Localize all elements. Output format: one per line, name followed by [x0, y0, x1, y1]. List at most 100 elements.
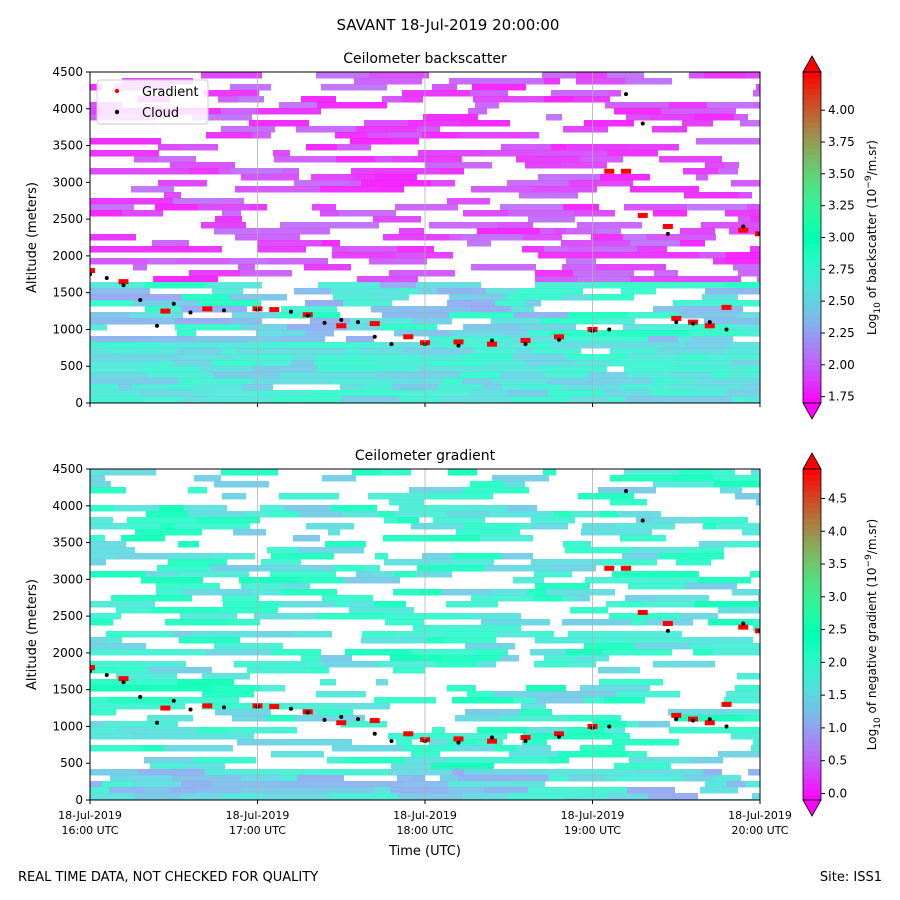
colorbar-tick-label: 2.00 [828, 358, 855, 372]
cloud-point [356, 717, 360, 722]
colorbar-tick-label: 2.5 [828, 623, 847, 637]
legend-marker [114, 109, 120, 115]
x-tick-label-date: 18-Jul-2019 [728, 809, 792, 822]
cloud-point [691, 321, 695, 326]
gradient-point [554, 731, 564, 737]
gradient-point [118, 279, 129, 285]
gradient-point [520, 337, 531, 343]
gradient-point [554, 334, 564, 340]
colorbar-tick-label: 3.50 [828, 167, 855, 181]
cloud-point [339, 317, 344, 322]
cloud-point [490, 338, 494, 343]
y-tick-label: 1500 [52, 683, 83, 697]
cloud-point [222, 308, 226, 313]
colorbar-tick-label: 4.5 [828, 491, 847, 505]
cloud-point [640, 518, 645, 523]
gradient-point [755, 231, 760, 237]
cloud-point [289, 706, 293, 711]
gradient-point [671, 712, 682, 718]
colorbar-tick-label: 4.0 [828, 524, 847, 538]
gradient-point [487, 738, 497, 744]
cloud-point [305, 710, 310, 715]
cloud-point [665, 628, 670, 633]
cloud-point [188, 310, 193, 315]
cloud-point [155, 323, 159, 328]
colorbar-tick-label: 1.0 [828, 721, 847, 735]
y-tick-label: 4500 [52, 65, 83, 79]
y-tick-label: 4000 [52, 499, 83, 513]
y-tick-label: 2500 [52, 212, 83, 226]
x-tick-label-time: 19:00 UTC [564, 824, 621, 837]
gradient-point [118, 676, 129, 682]
colorbar-extend-bottom [802, 402, 822, 420]
cloud-point [138, 695, 143, 700]
x-axis-label: Time (UTC) [388, 844, 461, 859]
x-tick-label-date: 18-Jul-2019 [561, 809, 625, 822]
colorbar-extend-bottom [802, 799, 822, 817]
cloud-point [372, 334, 377, 339]
colorbar: 1.75 2.00 2.25 2.50 2.75 3.00 3.25 3.50 3.75 4.00… [802, 55, 883, 420]
figure-title: SAVANT 18-Jul-2019 20:00:00 [337, 16, 560, 34]
y-tick-label: 1000 [52, 322, 83, 336]
gradient-point [453, 736, 464, 742]
x-tick-label-time: 16:00 UTC [61, 824, 118, 837]
x-tick-label-date: 18-Jul-2019 [58, 809, 122, 822]
y-tick-label: 3500 [52, 536, 83, 550]
y-tick-label: 3500 [52, 139, 83, 153]
gradient-point [637, 212, 648, 218]
quality-disclaimer: REAL TIME DATA, NOT CHECKED FOR QUALITY [18, 870, 319, 885]
gradient-point [721, 304, 732, 310]
gradient-point [704, 323, 715, 329]
colorbar-tick-label: 2.50 [828, 294, 855, 308]
colorbar-extend-top [802, 452, 822, 470]
cloud-point [724, 327, 729, 332]
colorbar-tick-label: 1.5 [828, 688, 847, 702]
cloud-point [741, 621, 746, 626]
gradient-point [621, 565, 631, 571]
x-tick-label-time: 17:00 UTC [229, 824, 286, 837]
gradient-point [403, 731, 414, 737]
y-tick-label: 1000 [52, 719, 83, 733]
cloud-point [724, 724, 729, 729]
cloud-point [372, 731, 377, 736]
cloud-point [523, 739, 528, 744]
cloud-point [557, 337, 561, 342]
gradient-point [621, 168, 631, 174]
panel-title: Ceilometer gradient [355, 448, 496, 464]
cloud-point [665, 231, 670, 236]
cloud-point [523, 342, 528, 347]
cloud-point [356, 320, 360, 325]
colorbar: 0.0 0.5 1.0 1.5 2.0 2.5 3.0 3.5 4.0 4.5 Log10 of n… [802, 452, 883, 817]
gradient-point [520, 734, 531, 740]
gradient-point [637, 609, 648, 615]
colorbar-tick-label: 1.75 [828, 390, 855, 404]
panel-2: 0 500 1000 1500 2000 2500 3000 3500 4000 4500 18-J… [25, 448, 883, 859]
heatmap-field [90, 469, 760, 800]
gradient-point [202, 306, 213, 312]
y-tick-label: 0 [75, 793, 83, 807]
cloud-point [121, 283, 126, 288]
y-tick-label: 3000 [52, 175, 83, 189]
cloud-point [305, 313, 310, 318]
legend: Gradient Cloud [96, 79, 209, 125]
cloud-point [490, 735, 494, 740]
cloud-point [456, 740, 461, 745]
panel-title: Ceilometer backscatter [343, 51, 507, 67]
colorbar-tick-label: 2.25 [828, 326, 855, 340]
gradient-point [604, 168, 615, 174]
legend-entry: Gradient [142, 85, 199, 100]
site-label: Site: ISS1 [819, 870, 882, 885]
gradient-point [704, 720, 715, 726]
colorbar-extend-top [802, 55, 822, 73]
legend-entry: Cloud [142, 106, 179, 121]
colorbar-tick-label: 4.00 [828, 103, 855, 117]
gradient-point [202, 703, 213, 709]
cloud-point [607, 724, 612, 729]
colorbar-tick-label: 3.75 [828, 135, 855, 149]
cloud-point [674, 717, 679, 722]
legend-box [96, 79, 209, 125]
legend-marker [114, 88, 120, 94]
cloud-point [339, 714, 344, 719]
cloud-point [557, 734, 561, 739]
